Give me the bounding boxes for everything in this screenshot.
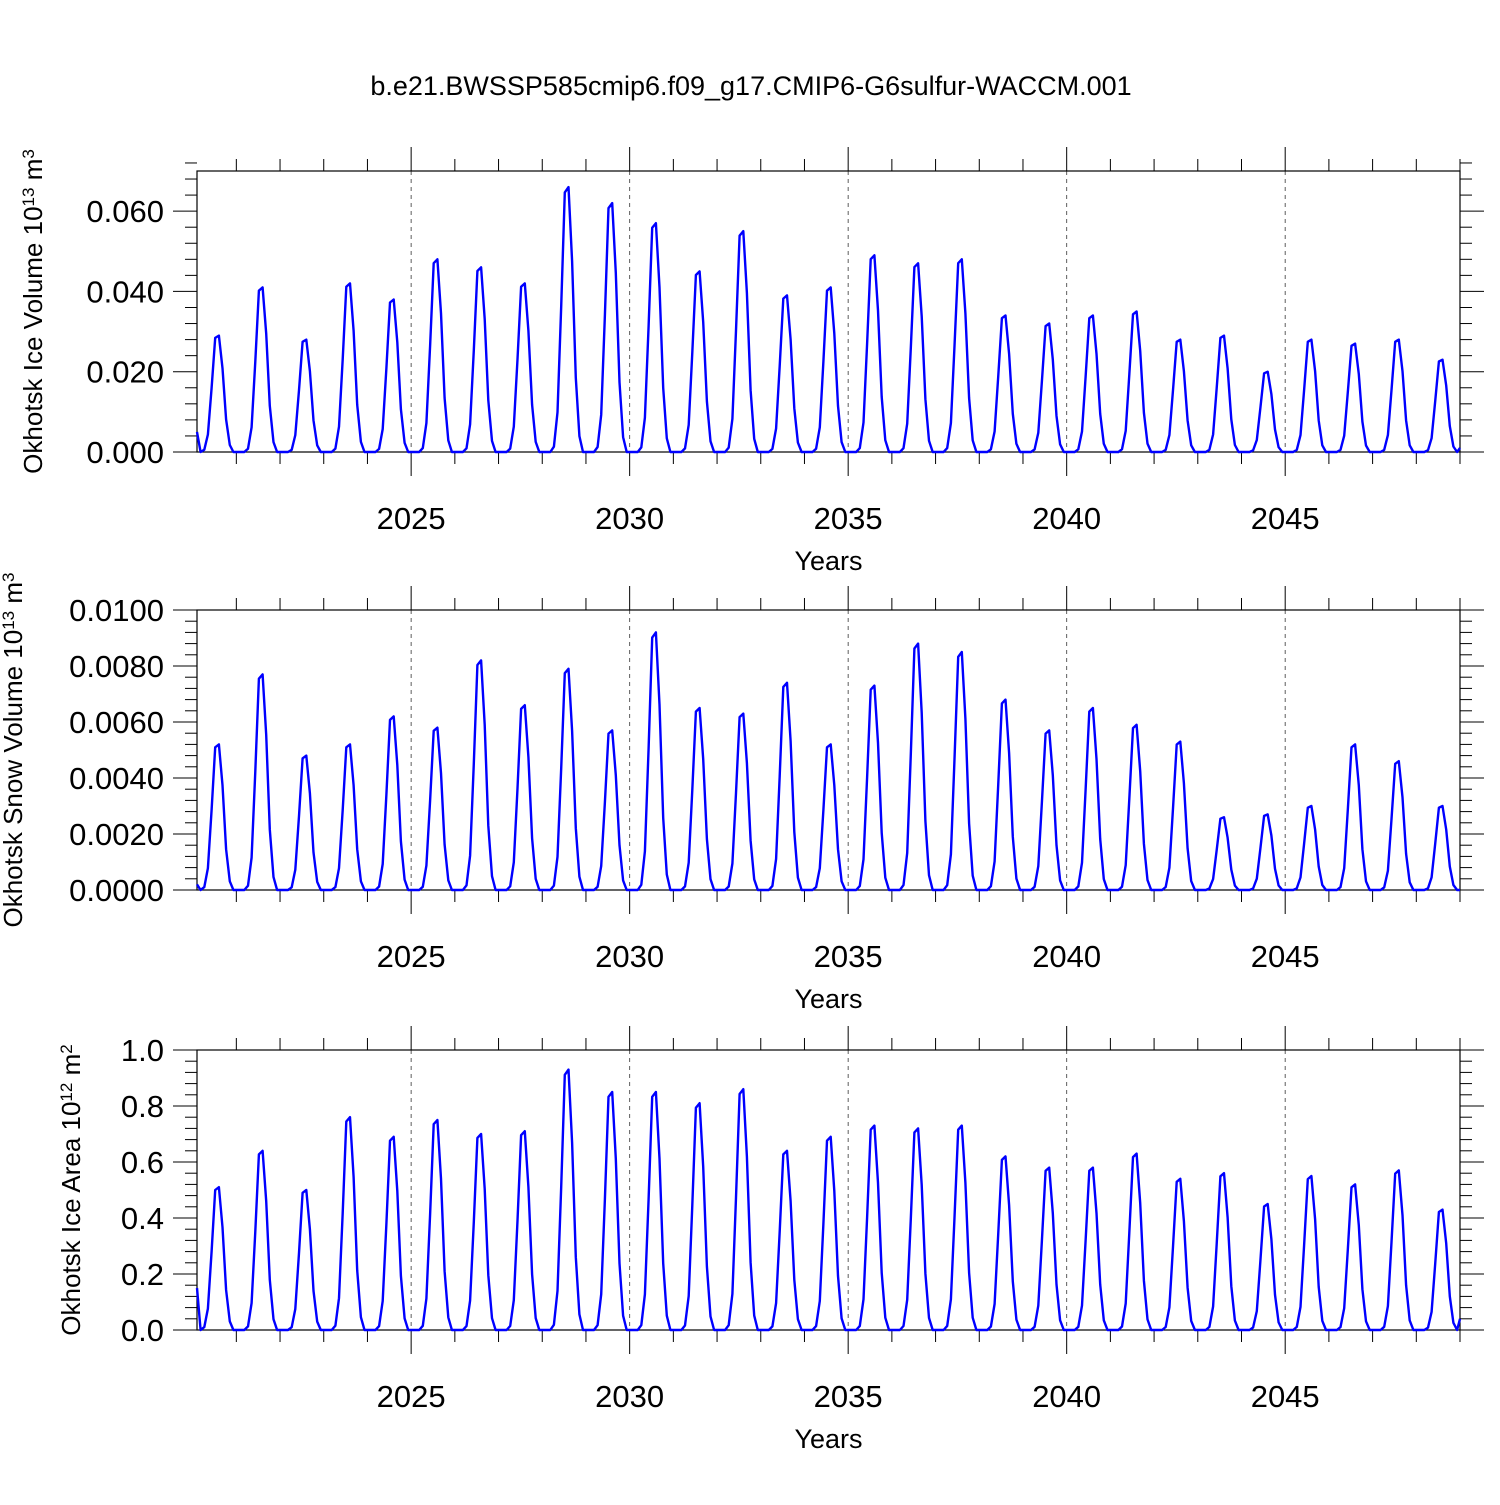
y-axis-label-exponent: 13 bbox=[19, 188, 38, 207]
y-axis-label-exponent: 13 bbox=[0, 611, 18, 630]
y-tick-label: 0.0000 bbox=[69, 873, 164, 908]
y-axis-label-part: Okhotsk Snow Volume 10 bbox=[0, 630, 28, 928]
plot-frame bbox=[196, 170, 1461, 453]
y-tick-label: 0.2 bbox=[121, 1257, 164, 1292]
x-axis-label: Years bbox=[794, 546, 862, 576]
y-axis-label: Okhotsk Ice Area 1012 m2 bbox=[56, 1044, 86, 1335]
x-tick-label: 2040 bbox=[1032, 939, 1101, 974]
panel-1: 2025 2030 2035 2040 2045 0.000 0.020 0.040 0.060… bbox=[18, 147, 1484, 576]
x-tick-label: 2030 bbox=[595, 1379, 664, 1414]
y-axis-label-part: m bbox=[56, 1054, 86, 1083]
y-tick-label: 0.0 bbox=[121, 1313, 164, 1348]
x-tick-label: 2035 bbox=[814, 1379, 883, 1414]
figure-title: b.e21.BWSSP585cmip6.f09_g17.CMIP6-G6sulf… bbox=[370, 71, 1131, 101]
y-axis-label-exponent: 12 bbox=[57, 1083, 76, 1102]
y-tick-label: 1.0 bbox=[121, 1033, 164, 1068]
x-tick-label: 2030 bbox=[595, 501, 664, 536]
x-tick-label: 2025 bbox=[377, 501, 446, 536]
y-tick-label: 0.000 bbox=[86, 435, 164, 470]
x-tick-label: 2045 bbox=[1251, 501, 1320, 536]
y-axis-label-part: m bbox=[18, 159, 48, 188]
x-tick-label: 2035 bbox=[814, 501, 883, 536]
x-axis-label: Years bbox=[794, 984, 862, 1014]
x-tick-label: 2035 bbox=[814, 939, 883, 974]
x-tick-label: 2045 bbox=[1251, 1379, 1320, 1414]
y-tick-label: 0.040 bbox=[86, 274, 164, 309]
y-tick-label: 0.0080 bbox=[69, 649, 164, 684]
y-tick-label: 0.4 bbox=[121, 1201, 164, 1236]
x-tick-label: 2030 bbox=[595, 939, 664, 974]
plot-frame bbox=[196, 609, 1461, 891]
y-tick-label: 0.6 bbox=[121, 1145, 164, 1180]
x-tick-label: 2040 bbox=[1032, 501, 1101, 536]
panel-2: 2025 2030 2035 2040 2045 0.0000 0.0020 0.0040 0.… bbox=[0, 573, 1484, 1014]
y-axis-label-exponent: 3 bbox=[19, 149, 38, 158]
y-axis-label-part: Okhotsk Ice Volume 10 bbox=[18, 206, 48, 473]
plot-frame bbox=[196, 1049, 1461, 1331]
series-line bbox=[195, 631, 1460, 892]
x-tick-label: 2025 bbox=[377, 939, 446, 974]
y-axis-label-exponent: 3 bbox=[0, 573, 18, 582]
series-line bbox=[195, 1068, 1462, 1332]
y-tick-label: 0.0040 bbox=[69, 761, 164, 796]
y-tick-label: 0.060 bbox=[86, 194, 164, 229]
y-tick-label: 0.0100 bbox=[69, 593, 164, 628]
x-tick-label: 2040 bbox=[1032, 1379, 1101, 1414]
y-tick-label: 0.0060 bbox=[69, 705, 164, 740]
x-axis-label: Years bbox=[794, 1424, 862, 1454]
y-axis-label: Okhotsk Snow Volume 1013 m3 bbox=[0, 573, 28, 928]
y-axis-label-part: m bbox=[0, 582, 28, 611]
series-line bbox=[195, 185, 1461, 454]
y-axis-label: Okhotsk Ice Volume 1013 m3 bbox=[18, 149, 48, 474]
x-tick-label: 2045 bbox=[1251, 939, 1320, 974]
y-tick-label: 0.0020 bbox=[69, 817, 164, 852]
y-tick-label: 0.8 bbox=[121, 1089, 164, 1124]
y-tick-label: 0.020 bbox=[86, 355, 164, 390]
x-tick-label: 2025 bbox=[377, 1379, 446, 1414]
y-axis-label-exponent: 2 bbox=[57, 1044, 76, 1053]
panel-3: 2025 2030 2035 2040 2045 0.0 0.2 0.4 0.6 0.8 1.0 Ye… bbox=[56, 1026, 1484, 1454]
y-axis-label-part: Okhotsk Ice Area 10 bbox=[56, 1102, 86, 1336]
chart-panels: 2025 2030 2035 2040 2045 0.000 0.020 0.040 0.060… bbox=[0, 147, 1484, 1454]
